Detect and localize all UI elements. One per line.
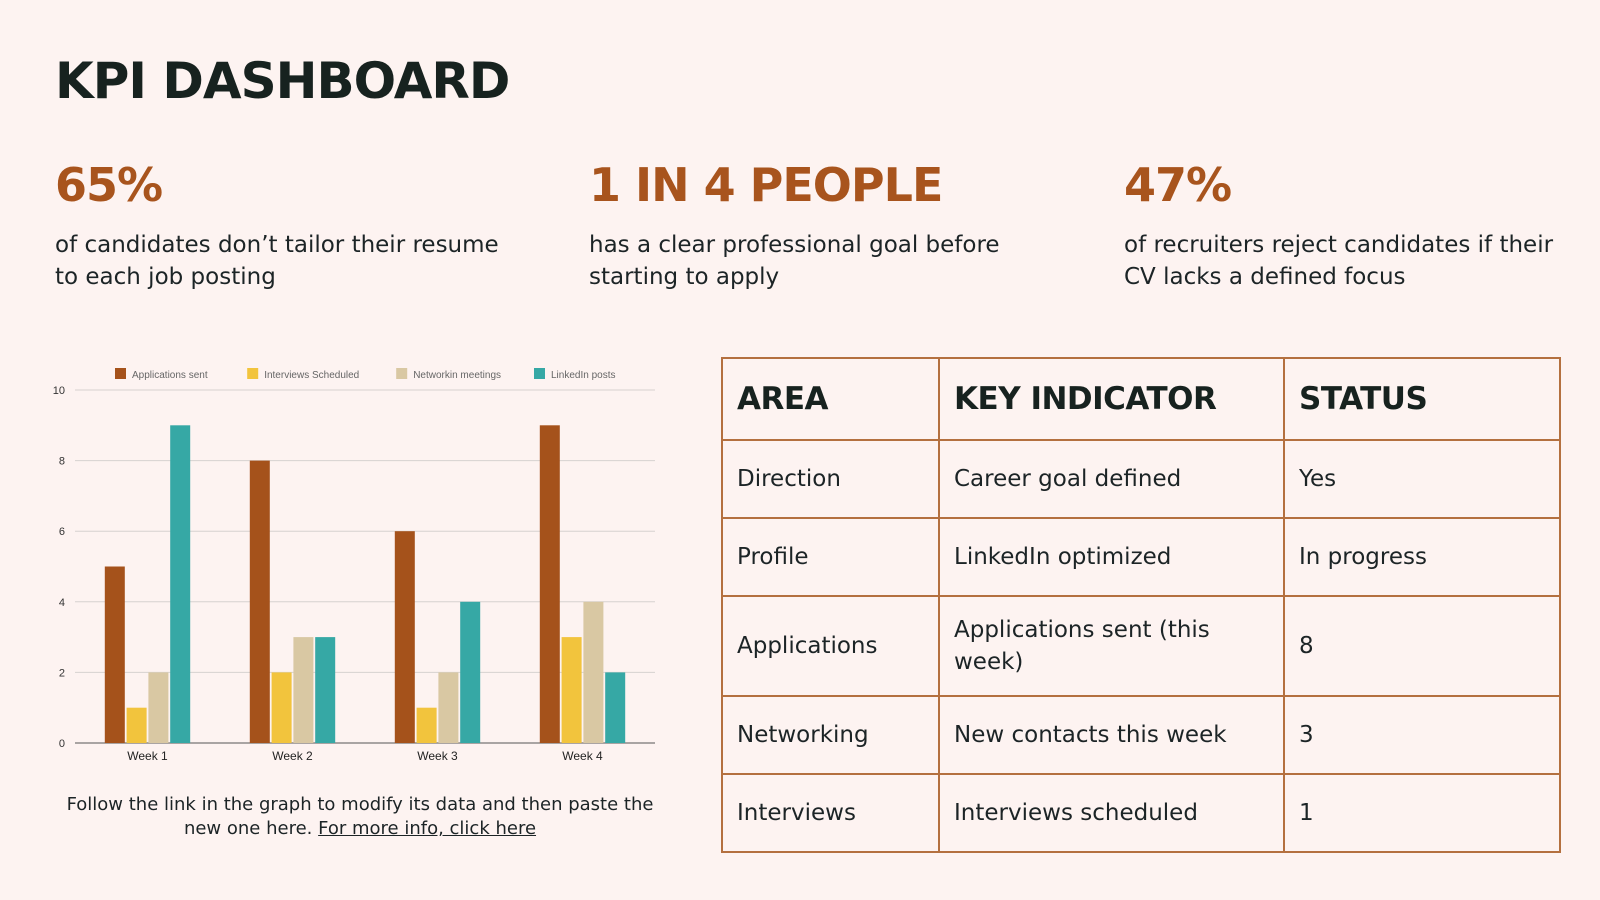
y-tick-label: 10	[53, 385, 65, 397]
cell-area: Profile	[721, 517, 940, 597]
x-tick-label: Week 3	[417, 749, 458, 760]
table-row: Applications Applications sent (this wee…	[721, 595, 1561, 697]
cell-indicator: Interviews scheduled	[938, 773, 1285, 853]
cell-indicator: LinkedIn optimized	[938, 517, 1285, 597]
bar-linkedin-posts	[315, 637, 336, 743]
bar-linkedin-posts	[170, 425, 191, 743]
cell-status: 1	[1283, 773, 1561, 853]
cell-indicator: Applications sent (this week)	[938, 595, 1285, 697]
bar-applications-sent	[539, 425, 560, 743]
legend-label: Applications sent	[132, 370, 208, 381]
cell-indicator: New contacts this week	[938, 695, 1285, 775]
cell-area: Direction	[721, 439, 940, 519]
cell-area: Interviews	[721, 773, 940, 853]
bar-linkedin-posts	[605, 672, 626, 743]
bar-networkin-meetings	[293, 637, 314, 743]
header-status: STATUS	[1283, 357, 1561, 441]
stat-card-tailoring: 65% of candidates don’t tailor their res…	[55, 155, 515, 293]
legend-swatch	[247, 368, 259, 379]
bar-interviews-scheduled	[416, 707, 437, 743]
y-tick-label: 4	[59, 597, 65, 609]
table-row: Networking New contacts this week 3	[721, 695, 1561, 775]
table-row: Interviews Interviews scheduled 1	[721, 773, 1561, 853]
stat-card-recruiters: 47% of recruiters reject candidates if t…	[1124, 155, 1584, 293]
legend-swatch	[396, 368, 408, 379]
table-header-row: AREA KEY INDICATOR STATUS	[721, 357, 1561, 441]
table-row: Direction Career goal defined Yes	[721, 439, 1561, 519]
bar-interviews-scheduled	[561, 637, 582, 743]
stat-value: 1 IN 4 PEOPLE	[589, 158, 943, 212]
bar-interviews-scheduled	[271, 672, 292, 743]
bar-interviews-scheduled	[126, 707, 147, 743]
legend-swatch	[115, 368, 126, 379]
cell-area: Applications	[721, 595, 940, 697]
header-area: AREA	[721, 357, 940, 441]
cell-indicator: Career goal defined	[938, 439, 1285, 519]
chart-caption: Follow the link in the graph to modify i…	[55, 793, 665, 841]
bar-linkedin-posts	[460, 601, 481, 743]
stat-value: 47%	[1124, 158, 1232, 212]
bar-applications-sent	[249, 460, 270, 743]
y-tick-label: 6	[59, 526, 65, 538]
bar-chart-svg[interactable]: 0 2 4 6 8 10 Applications sent Interviews Sched…	[40, 360, 660, 760]
header-key-indicator: KEY INDICATOR	[938, 357, 1285, 441]
cell-area: Networking	[721, 695, 940, 775]
more-info-link[interactable]: For more info, click here	[318, 818, 537, 839]
cell-status: 8	[1283, 595, 1561, 697]
bar-networkin-meetings	[148, 672, 169, 743]
bar-networkin-meetings	[583, 601, 604, 743]
caption-text: Follow the link in the graph to modify i…	[66, 794, 654, 839]
x-tick-label: Week 4	[562, 749, 603, 760]
stat-card-goal: 1 IN 4 PEOPLE has a clear professional g…	[589, 155, 1049, 293]
legend-swatch	[534, 368, 545, 379]
bar-networkin-meetings	[438, 672, 459, 743]
cell-status: 3	[1283, 695, 1561, 775]
bar-applications-sent	[104, 566, 125, 743]
y-tick-label: 2	[59, 667, 65, 679]
y-tick-label: 0	[59, 738, 65, 750]
y-tick-label: 8	[59, 456, 65, 468]
legend-label: LinkedIn posts	[551, 370, 616, 381]
cell-status: Yes	[1283, 439, 1561, 519]
stat-description: of candidates don’t tailor their resume …	[55, 232, 499, 290]
bar-applications-sent	[394, 531, 415, 743]
page-title: KPI DASHBOARD	[55, 52, 510, 110]
stat-value: 65%	[55, 158, 163, 212]
table-row: Profile LinkedIn optimized In progress	[721, 517, 1561, 597]
kpi-table: AREA KEY INDICATOR STATUS Direction Care…	[721, 357, 1561, 853]
legend-label: Interviews Scheduled	[264, 370, 359, 381]
stat-description: of recruiters reject candidates if their…	[1124, 232, 1554, 290]
legend-label: Networkin meetings	[413, 370, 501, 381]
weekly-activity-chart[interactable]: 0 2 4 6 8 10 Applications sent Interviews Sched…	[40, 360, 660, 760]
x-tick-label: Week 1	[127, 749, 168, 760]
stat-description: has a clear professional goal before sta…	[589, 232, 1000, 290]
x-tick-label: Week 2	[272, 749, 313, 760]
cell-status: In progress	[1283, 517, 1561, 597]
